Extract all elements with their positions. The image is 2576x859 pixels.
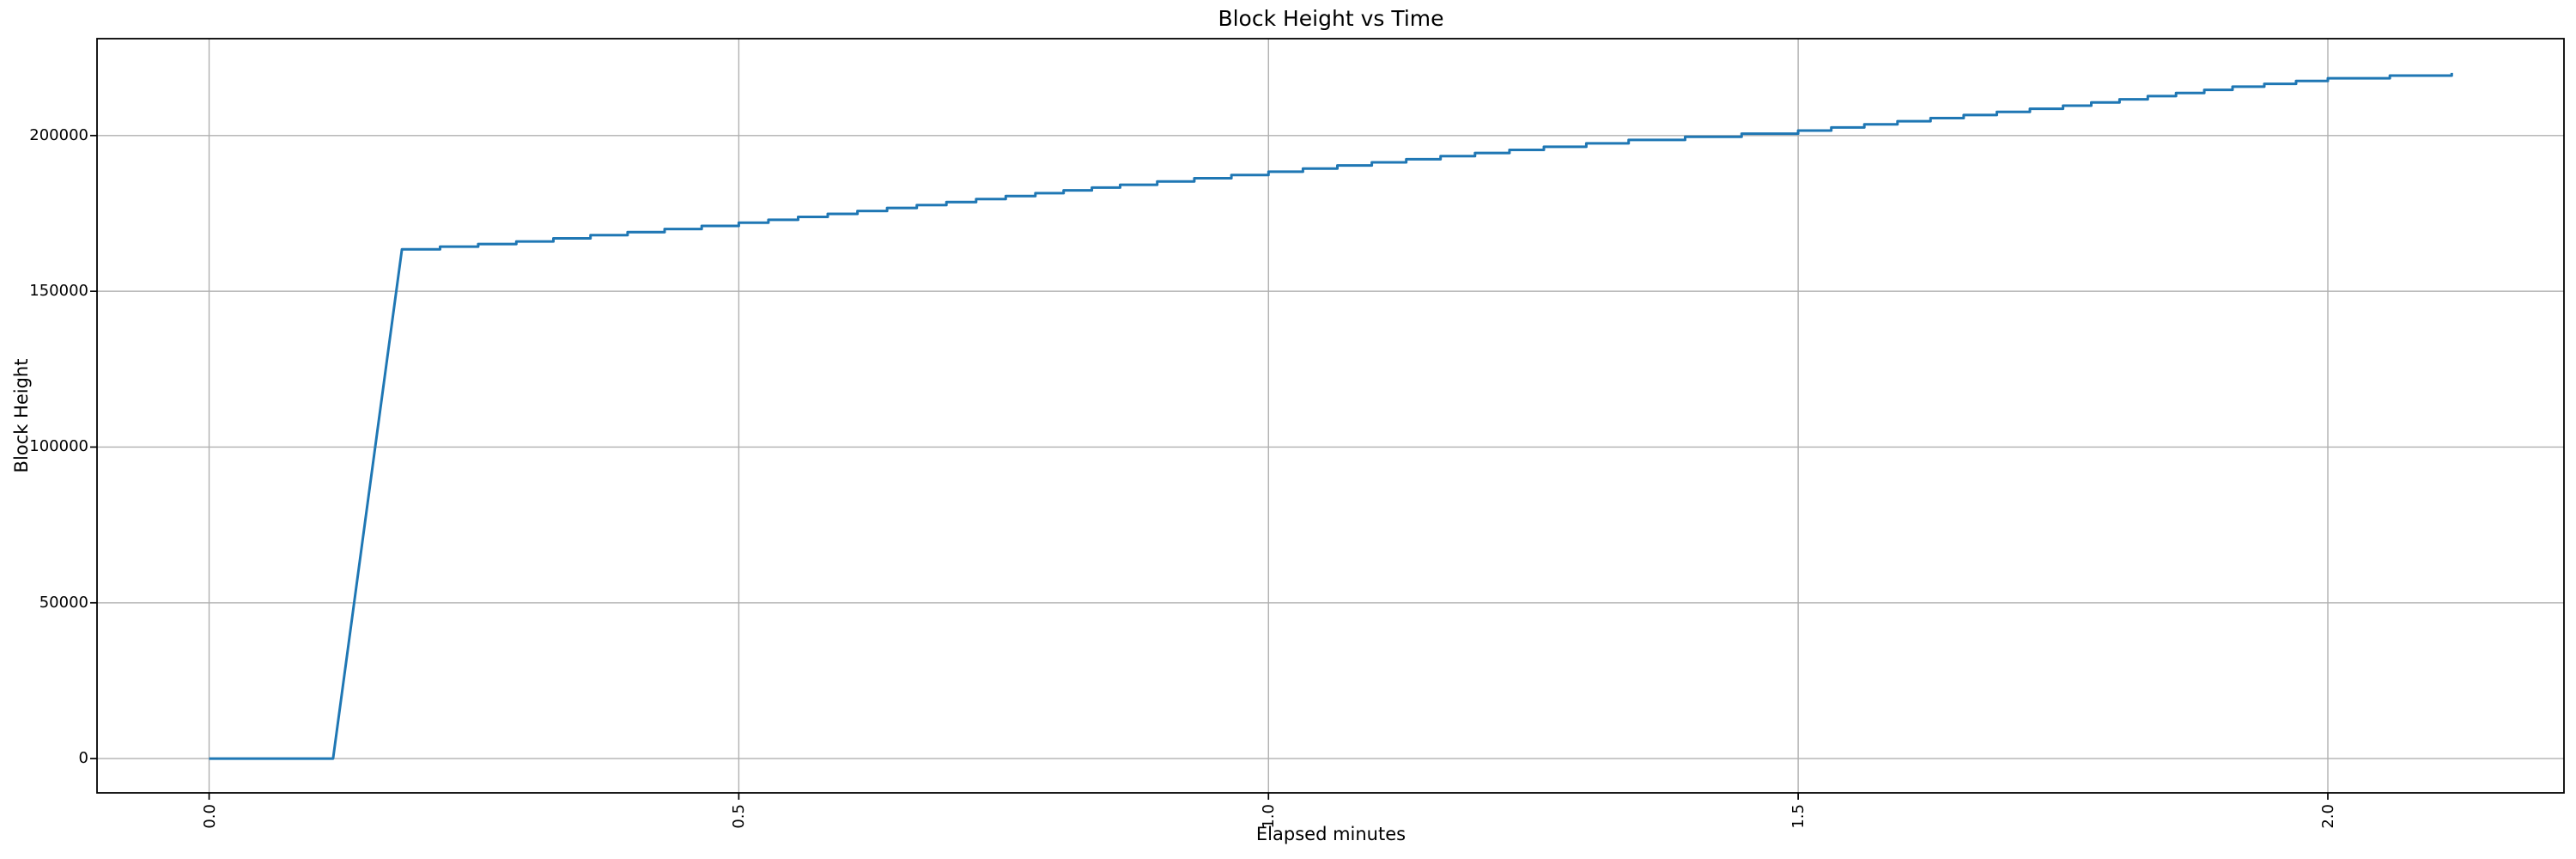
- y-tick-label: 100000: [29, 437, 88, 456]
- x-tick-label: 2.0: [2319, 804, 2337, 829]
- y-tick-label: 150000: [29, 282, 88, 301]
- y-tick-label: 200000: [29, 125, 88, 144]
- x-tick-label: 0.0: [200, 804, 219, 829]
- y-tick-label: 50000: [39, 593, 88, 612]
- plot-border: [96, 38, 2565, 794]
- x-tick-label: 0.5: [730, 804, 749, 829]
- x-tick-label: 1.0: [1260, 804, 1279, 829]
- series-line-block_height: [209, 72, 2453, 760]
- chart-title: Block Height vs Time: [1218, 6, 1444, 31]
- x-tick-label: 1.5: [1789, 804, 1808, 829]
- y-tick-label: 0: [78, 749, 88, 768]
- x-axis-label: Elapsed minutes: [1255, 824, 1406, 844]
